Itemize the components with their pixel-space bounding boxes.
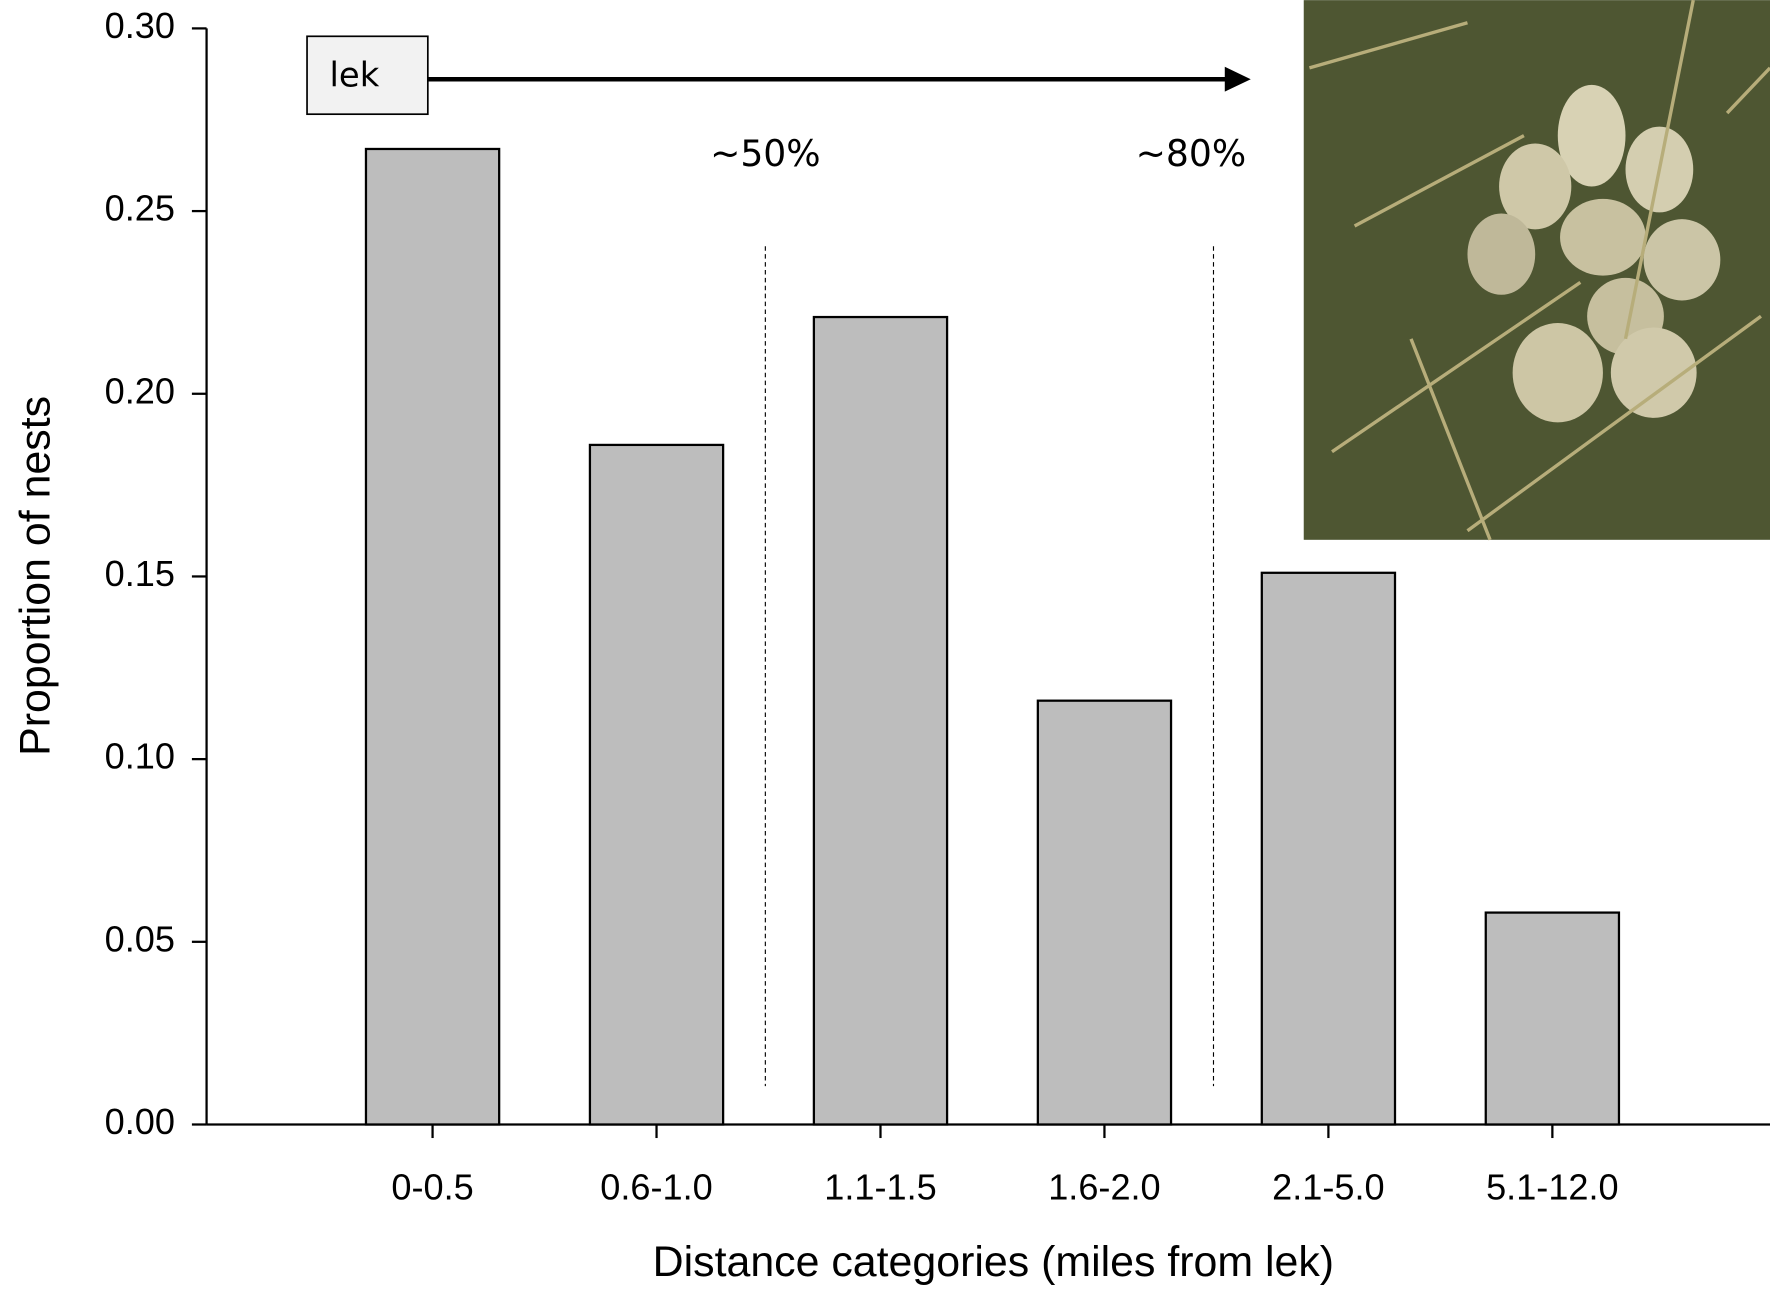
y-tick-label: 0.10 [105,736,175,777]
chart: lek ~50% ~80% Distance categories (miles… [0,0,1770,1294]
annotation: ~50% [710,132,821,175]
bar [366,149,499,1125]
x-tick-label: 2.1-5.0 [1272,1167,1384,1208]
y-tick-label: 0.20 [105,370,175,411]
page: lek ~50% ~80% Distance categories (miles… [0,0,1770,1294]
y-tick-label: 0.15 [105,553,175,594]
bar [814,317,947,1124]
y-tick-label: 0.00 [105,1101,175,1142]
y-tick-label: 0.25 [105,188,175,229]
x-axis-title: Distance categories (miles from lek) [653,1238,1334,1286]
y-tick-label: 0.30 [105,5,175,46]
bar [1262,573,1395,1125]
bar [590,445,723,1125]
x-tick-label: 5.1-12.0 [1486,1167,1619,1208]
annotation: ~80% [1136,132,1247,175]
x-tick-label: 1.6-2.0 [1048,1167,1160,1208]
x-tick-label: 1.1-1.5 [824,1167,936,1208]
lek-label: lek [330,55,380,94]
bar [1486,913,1619,1125]
bar [1038,701,1171,1125]
x-tick-label: 0-0.5 [391,1167,473,1208]
photo [1304,0,1770,540]
y-axis-title: Proportion of nests [12,396,60,756]
x-tick-label: 0.6-1.0 [600,1167,712,1208]
y-tick-label: 0.05 [105,918,175,959]
arrow-head [1225,67,1251,92]
